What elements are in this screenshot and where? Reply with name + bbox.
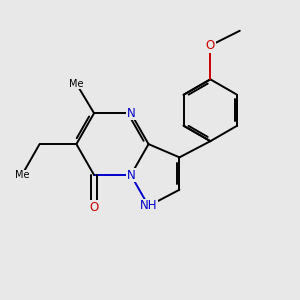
Text: Me: Me	[69, 79, 84, 89]
Text: NH: NH	[140, 200, 157, 212]
Text: Me: Me	[15, 170, 29, 180]
Text: O: O	[206, 39, 215, 52]
Text: O: O	[89, 201, 99, 214]
Text: N: N	[127, 169, 135, 182]
Text: N: N	[127, 107, 135, 120]
